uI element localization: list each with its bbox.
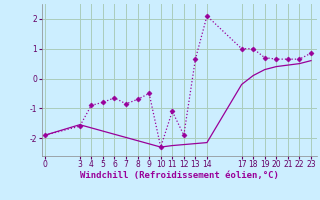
X-axis label: Windchill (Refroidissement éolien,°C): Windchill (Refroidissement éolien,°C) (80, 171, 279, 180)
